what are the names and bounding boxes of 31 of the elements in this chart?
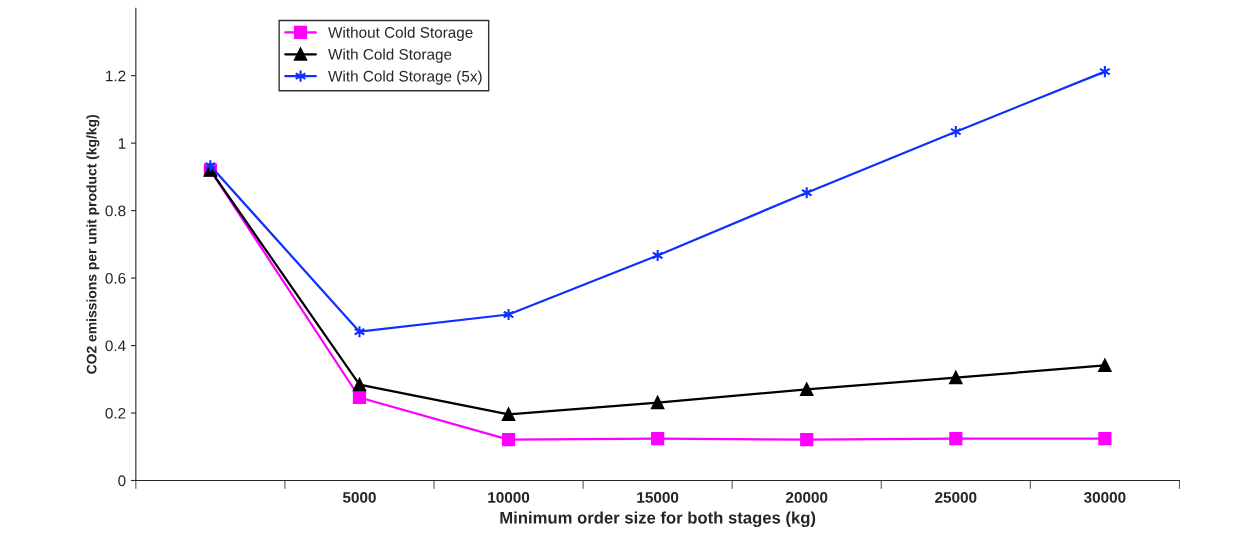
x-tick-label: 15000 (637, 491, 679, 503)
point (501, 433, 516, 447)
point (353, 325, 366, 339)
y-tick-label: 0.2 (105, 407, 126, 419)
y-tick-label: 1.2 (106, 70, 126, 82)
legend-label: Without Cold Storage (328, 26, 473, 41)
point (949, 432, 963, 446)
x-tick-label: 5000 (342, 491, 376, 503)
point (800, 382, 814, 396)
x-tick-label: 25000 (935, 491, 977, 503)
point (352, 378, 367, 392)
point (651, 395, 665, 410)
x-tick-label: 10000 (488, 491, 530, 503)
x-tick-label: 30000 (1084, 491, 1126, 503)
y-tick-label: 0.6 (105, 272, 126, 284)
point (949, 370, 963, 385)
legend-label: With Cold Storage (328, 48, 452, 63)
y-tick-label: 0.8 (105, 205, 126, 217)
x-axis-title: Minimum order size for both stages (kg) (500, 511, 816, 527)
point (800, 433, 814, 447)
point (651, 432, 665, 446)
legend-label: With Cold Storage (5x) (328, 70, 482, 85)
y-axis-title: CO2 emissions per unit product (kg/kg) (86, 114, 100, 374)
point (501, 407, 516, 421)
point (1098, 432, 1112, 446)
y-tick-label: 0.4 (105, 340, 126, 352)
point (1098, 358, 1112, 373)
point (352, 390, 367, 405)
y-tick-label: 0 (118, 475, 126, 487)
x-tick-label: 20000 (786, 491, 828, 503)
y-tick-label: 1 (118, 138, 126, 149)
